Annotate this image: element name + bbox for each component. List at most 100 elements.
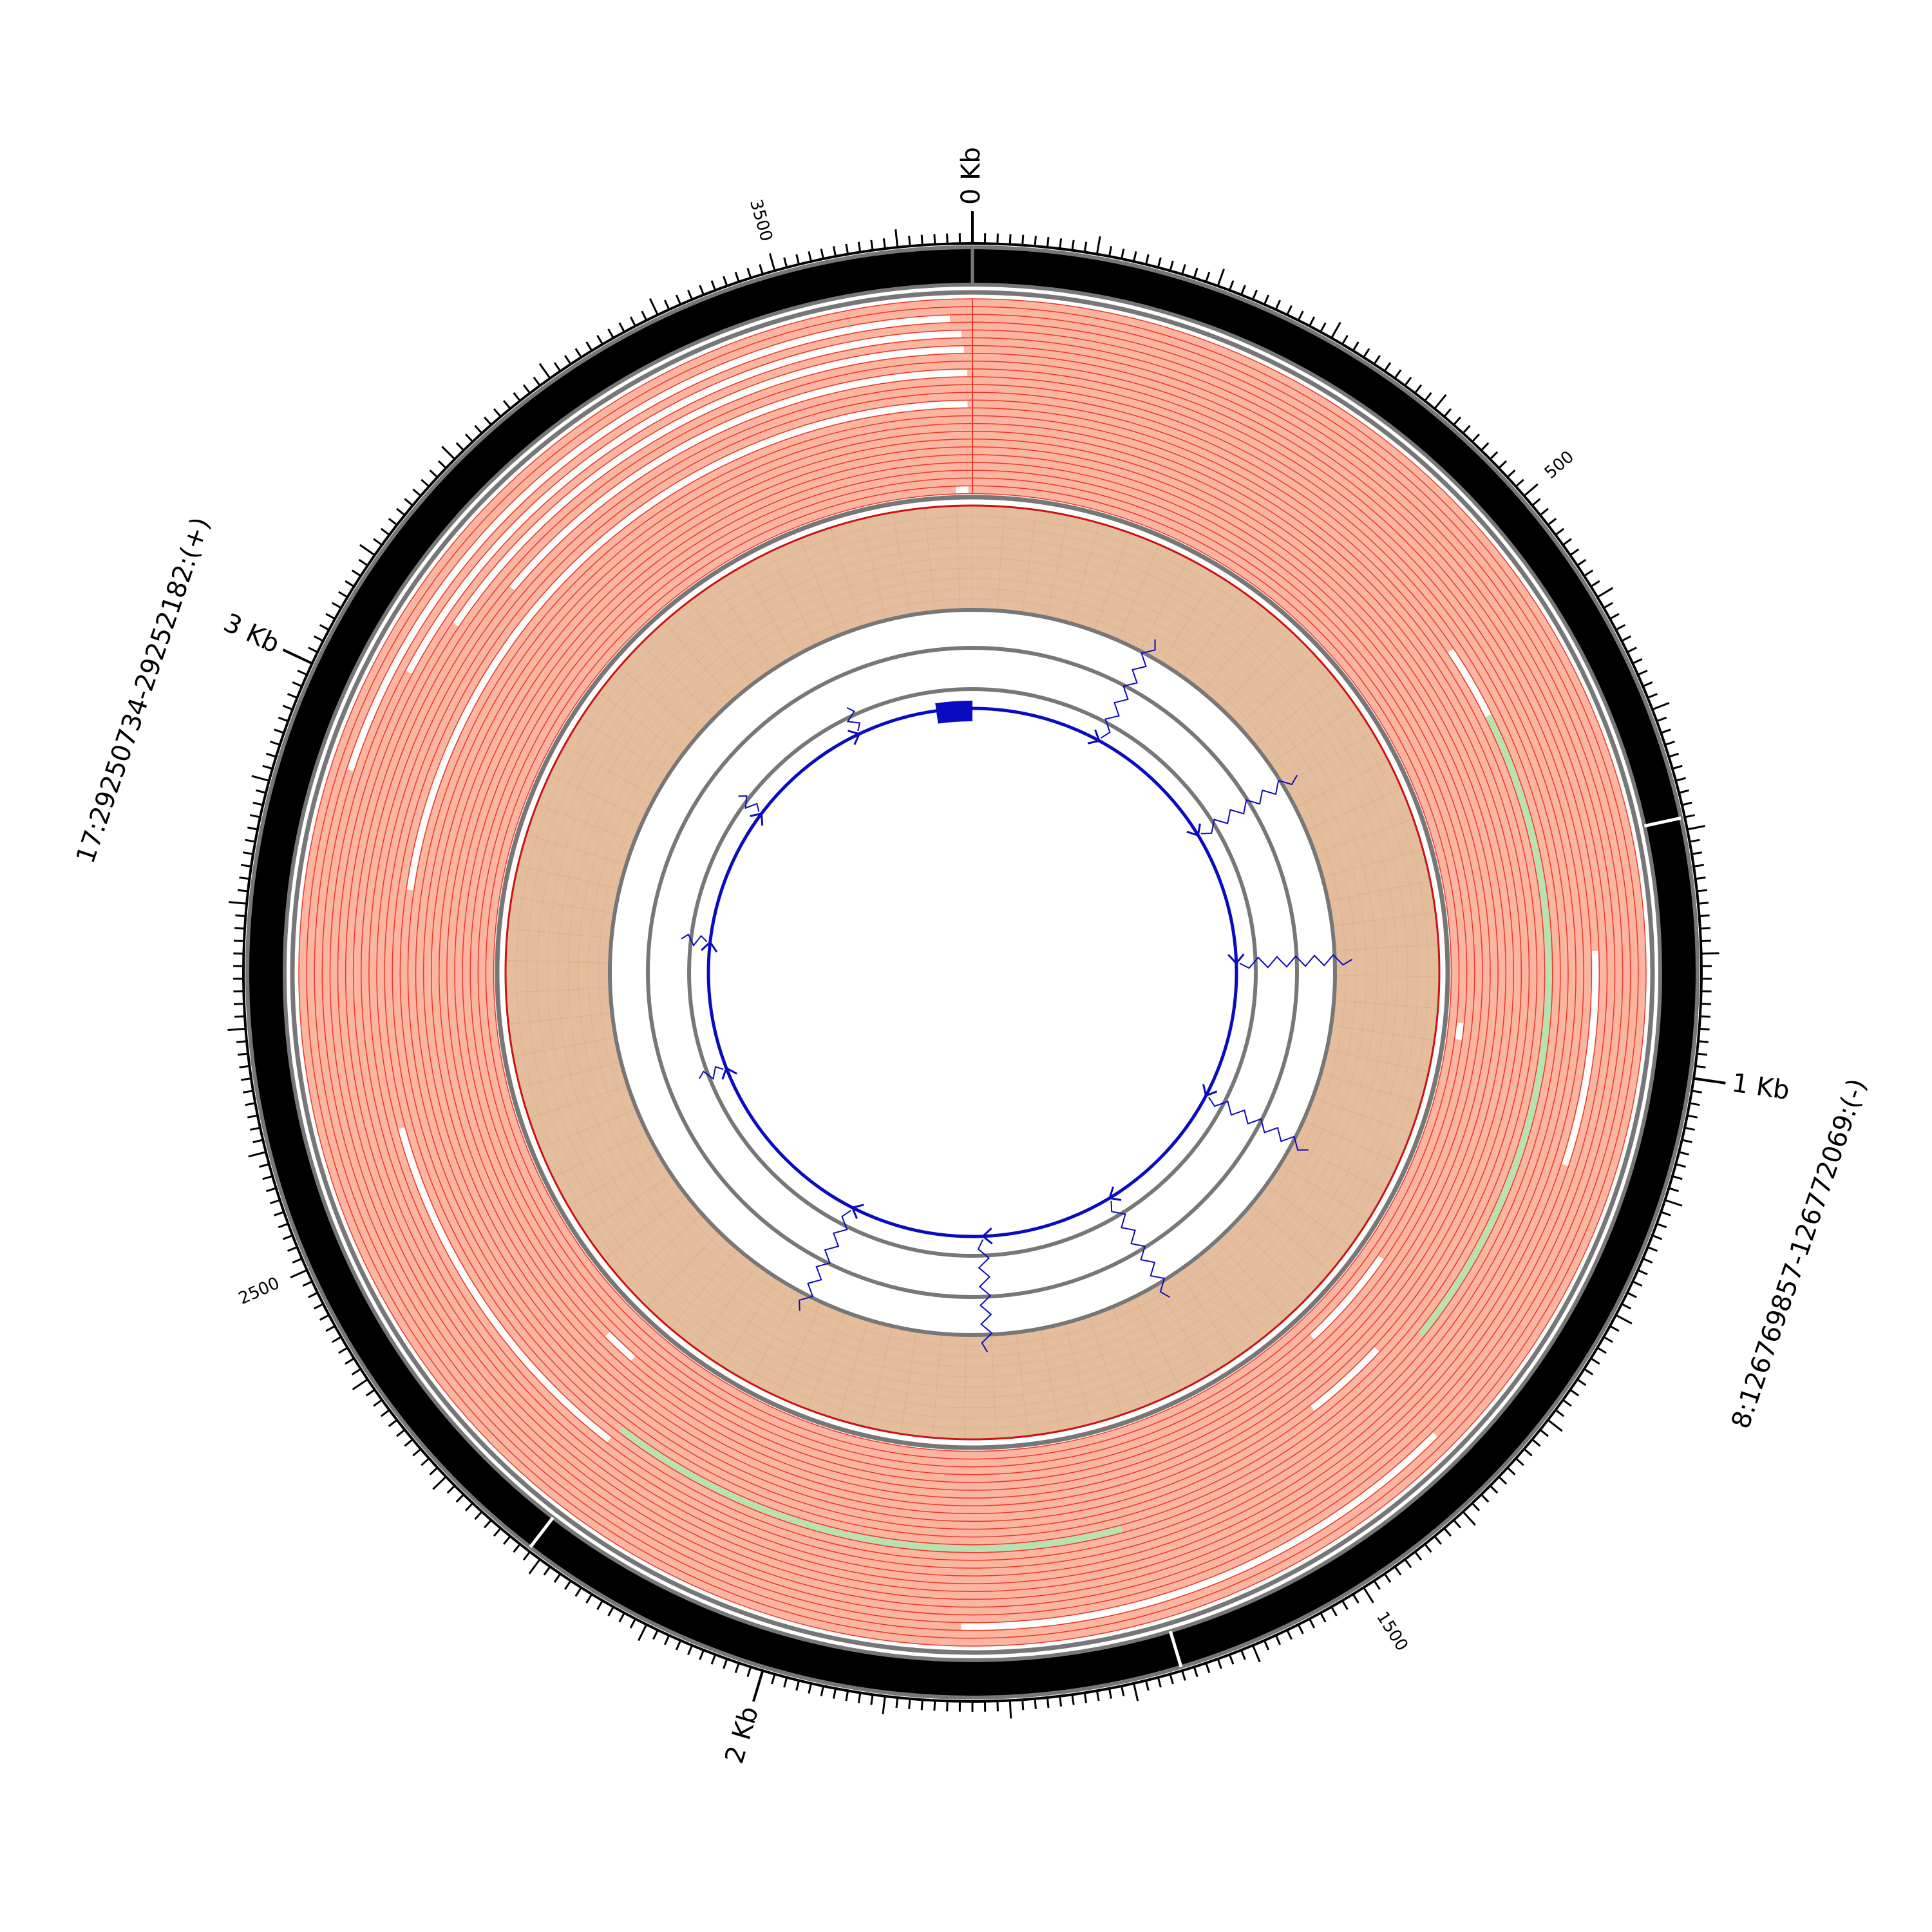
minor-tick: [1577, 558, 1587, 567]
minor-tick: [759, 264, 764, 275]
coverage-gridline: [749, 1293, 799, 1383]
minor-tick: [1652, 702, 1670, 711]
minor-tick: [1672, 1175, 1683, 1180]
minor-tick: [325, 1325, 336, 1332]
minor-tick: [302, 1280, 313, 1287]
minor-tick: [1169, 1674, 1174, 1685]
coverage-gridline: [1334, 912, 1435, 926]
coverage-gridline: [1296, 760, 1388, 808]
strand-arrow-icon: [750, 812, 764, 826]
minor-tick: [1698, 1040, 1709, 1043]
minor-tick: [1596, 1347, 1607, 1354]
coverage-gridline: [1271, 705, 1355, 764]
minor-tick: [1584, 1368, 1594, 1376]
strand-arrow-icon: [721, 1066, 737, 1080]
transcript-line: [706, 706, 1238, 1238]
minor-tick: [1681, 801, 1692, 806]
minor-tick: [234, 927, 245, 930]
coverage-gridline: [808, 1313, 844, 1409]
coverage-gridline: [932, 1335, 942, 1437]
coverage-gridline: [1281, 1165, 1368, 1220]
exon-block: [935, 701, 973, 724]
minor-tick: [618, 322, 625, 333]
read-gap: [453, 346, 964, 627]
coverage-gridline: [838, 1321, 868, 1419]
coverage-gridline: [1322, 1074, 1421, 1103]
minor-tick: [652, 1629, 659, 1640]
minor-tick: [262, 764, 273, 770]
coverage-gridline: [1314, 1097, 1410, 1134]
minor-tick: [1095, 1690, 1100, 1701]
minor-tick: [1506, 469, 1516, 478]
minor-tick: [746, 1666, 752, 1678]
coverage-gridline: [513, 1037, 614, 1057]
minor-tick: [1383, 1573, 1392, 1583]
minor-tick: [1363, 348, 1370, 358]
minor-tick: [528, 1558, 541, 1575]
minor-tick: [1696, 889, 1708, 893]
minor-tick: [319, 624, 330, 631]
minor-tick: [734, 272, 740, 283]
minor-tick: [1144, 254, 1150, 265]
minor-tick: [1506, 1466, 1516, 1475]
minor-tick: [1678, 789, 1689, 794]
minor-tick: [1320, 1612, 1327, 1623]
coverage-gridline: [1328, 1050, 1428, 1072]
minor-tick: [1095, 236, 1101, 254]
minor-tick: [278, 716, 289, 723]
minor-tick: [1228, 280, 1235, 291]
read-gap: [1455, 1022, 1464, 1040]
minor-tick: [1205, 272, 1211, 283]
minor-tick: [441, 446, 456, 460]
strand-arrow-icon: [701, 940, 718, 953]
minor-tick: [1217, 1658, 1222, 1669]
minor-tick: [1414, 384, 1423, 394]
minor-tick: [1555, 1409, 1565, 1417]
coverage-gridline: [1284, 732, 1372, 786]
minor-tick: [1681, 1139, 1692, 1144]
minor-tick: [338, 1347, 348, 1354]
minor-tick: [1059, 1696, 1063, 1707]
coverage-gridline: [520, 1061, 620, 1088]
minor-tick: [493, 408, 502, 417]
coverage-gridline: [778, 1303, 821, 1397]
minor-tick: [237, 889, 249, 893]
minor-tick: [345, 580, 355, 587]
minor-tick: [373, 1399, 383, 1407]
minor-tick: [513, 1543, 521, 1553]
minor-tick: [1664, 1199, 1683, 1207]
minor-tick: [1205, 1662, 1211, 1673]
minor-tick: [421, 478, 430, 488]
minor-tick: [1562, 1399, 1572, 1407]
minor-tick: [663, 299, 670, 310]
minor-tick: [1603, 1336, 1613, 1343]
minor-tick: [1034, 236, 1037, 247]
minor-tick: [455, 1493, 465, 1503]
minor-tick: [1193, 267, 1198, 279]
minor-tick: [380, 527, 390, 536]
minor-tick: [1547, 1419, 1563, 1432]
reads-outline-outer: [290, 290, 1655, 1655]
minor-tick: [1701, 952, 1719, 955]
minor-tick: [1046, 236, 1050, 248]
minor-tick: [1642, 681, 1653, 687]
minor-tick: [795, 254, 800, 265]
minor-tick: [1352, 341, 1359, 352]
minor-tick: [808, 251, 812, 262]
minor-tick: [833, 246, 837, 257]
minor-tick: [380, 1409, 390, 1417]
junction-link: [1100, 639, 1156, 739]
minor-tick: [269, 741, 281, 746]
coverage-ring: [506, 506, 1439, 1439]
coverage-gridline: [588, 588, 1357, 1357]
minor-tick: [1453, 416, 1461, 426]
read-gap: [961, 1432, 1438, 1630]
junction-link: [738, 795, 760, 812]
minor-tick: [240, 864, 252, 867]
minor-tick: [297, 669, 308, 676]
minor-tick: [388, 518, 398, 526]
minor-tick: [895, 229, 899, 248]
minor-tick: [250, 814, 261, 819]
minor-tick: [1693, 864, 1705, 867]
strand-arrow-icon: [1202, 1084, 1218, 1097]
